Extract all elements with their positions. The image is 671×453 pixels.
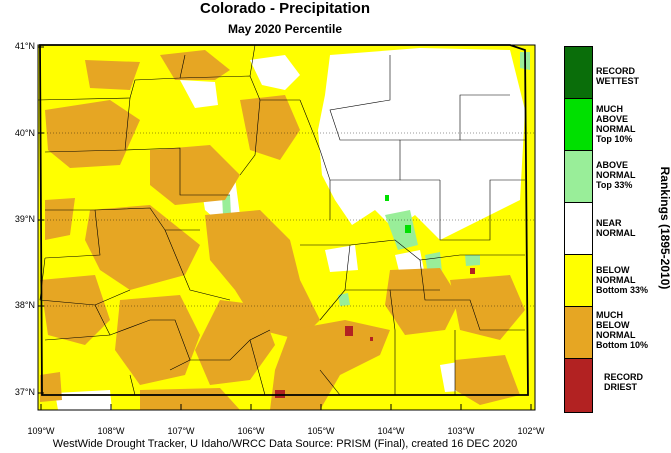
- lon-label-104: 104°W: [377, 426, 405, 436]
- lon-label-105: 105°W: [307, 426, 335, 436]
- lon-label-106: 106°W: [237, 426, 265, 436]
- axis-ticks: [38, 46, 532, 410]
- legend-swatch-much-above: [565, 99, 592, 151]
- legend-label-record-wettest: RECORD WETTEST: [596, 66, 639, 86]
- lat-label-38: 38°N: [14, 300, 35, 310]
- rankings-axis-title: Rankings (1895-2010): [658, 166, 671, 290]
- legend-swatch-record-driest: [565, 359, 592, 412]
- legend-label-record-driest: RECORD DRIEST: [604, 372, 644, 392]
- legend-label-below: BELOW NORMAL Bottom 33%: [596, 265, 649, 295]
- legend-label-above: ABOVE NORMAL Top 33%: [596, 160, 636, 190]
- legend-swatch-near: [565, 203, 592, 255]
- lat-label-39: 39°N: [14, 214, 35, 224]
- footer-credit: WestWide Drought Tracker, U Idaho/WRCC D…: [52, 438, 518, 450]
- map-title: Colorado - Precipitation: [199, 0, 370, 17]
- lat-label-40: 40°N: [14, 128, 35, 138]
- lon-label-107: 107°W: [167, 426, 195, 436]
- lon-label-108: 108°W: [97, 426, 125, 436]
- legend-swatch-below: [565, 255, 592, 307]
- legend-label-much-above: MUCH ABOVE NORMAL Top 10%: [596, 104, 636, 144]
- legend-label-near: NEAR NORMAL: [596, 218, 636, 238]
- legend-swatch-above: [565, 151, 592, 203]
- plot-frame: [37, 44, 536, 411]
- graticule: [38, 132, 535, 307]
- legend-swatch-record-wettest: [565, 47, 592, 99]
- much-above-normal-regions: [385, 195, 411, 233]
- lon-label-103: 103°W: [447, 426, 475, 436]
- legend: [564, 46, 593, 413]
- county-boundaries: [38, 45, 525, 396]
- lon-label-109: 109°W: [27, 426, 55, 436]
- lon-label-102: 102°W: [517, 426, 545, 436]
- record-driest-regions: [275, 268, 475, 398]
- map-subtitle: May 2020 Percentile: [227, 22, 343, 36]
- much-below-normal-regions: [40, 50, 525, 410]
- lat-label-41: 41°N: [14, 41, 35, 51]
- legend-swatch-much-below: [565, 307, 592, 359]
- lat-label-37: 37°N: [14, 387, 35, 397]
- legend-label-much-below: MUCH BELOW NORMAL Bottom 10%: [596, 310, 649, 350]
